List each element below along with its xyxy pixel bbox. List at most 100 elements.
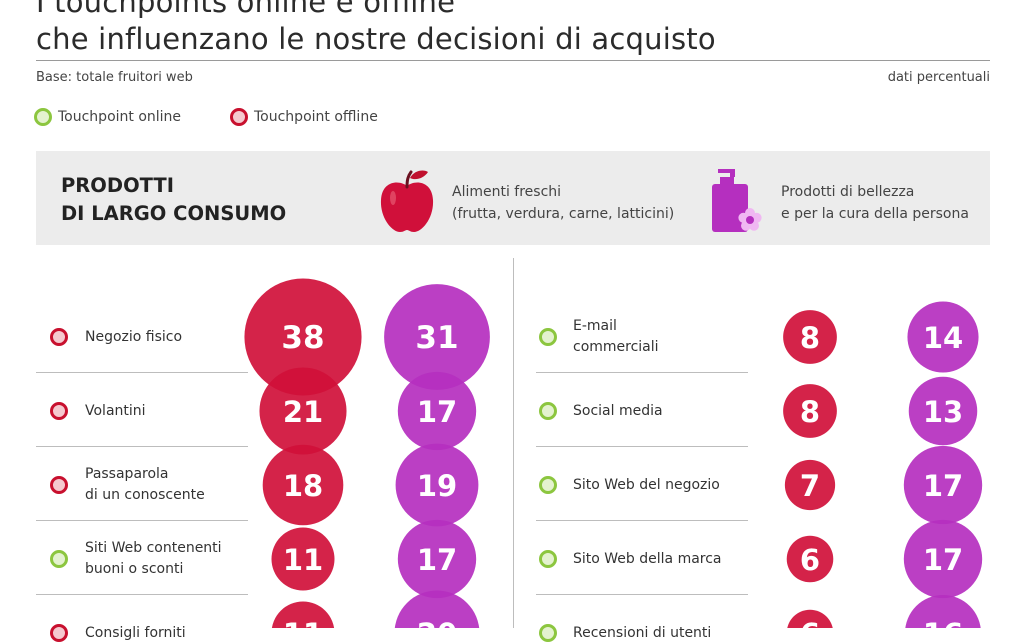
legend-offline-label: Touchpoint offline <box>254 109 378 125</box>
bubble-value-label: 17 <box>923 469 963 503</box>
bubble <box>271 601 335 628</box>
bubble-value-label: 17 <box>923 543 963 577</box>
bubble-value-label: 19 <box>417 469 457 503</box>
bubble-value-label: 20 <box>417 617 457 628</box>
bubble-value-label: 31 <box>415 320 458 356</box>
apple-icon <box>380 170 434 232</box>
bubble <box>786 535 834 583</box>
bubble <box>903 519 983 599</box>
touchpoint-label-line: commerciali <box>573 339 659 355</box>
touchpoint-label-line: Siti Web contenenti <box>85 540 222 556</box>
bubble-value-label: 7 <box>800 469 820 503</box>
bubble-value-label: 21 <box>283 395 323 429</box>
category-beauty-label: Prodotti di bellezza e per la cura della… <box>781 181 969 225</box>
online-ring-icon <box>50 550 68 568</box>
legend-offline: Touchpoint offline <box>230 108 378 126</box>
bubble <box>905 595 981 628</box>
touchpoint-label-line: Sito Web del negozio <box>573 476 720 493</box>
bubble-value-label: 18 <box>283 469 323 503</box>
bubble-value-label: 8 <box>800 321 820 355</box>
touchpoint-label-line: Social media <box>573 402 663 419</box>
touchpoint-label-line: Passaparola <box>85 466 169 482</box>
bubble <box>384 284 490 390</box>
online-ring-icon <box>539 550 557 568</box>
section-title-line-1: PRODOTTI <box>61 174 174 197</box>
legend-online-label: Touchpoint online <box>58 109 182 125</box>
bubble-value-label: 17 <box>417 543 457 577</box>
bubble-value-label: 38 <box>281 320 324 356</box>
category-fresh-food-label: Alimenti freschi (frutta, verdura, carne… <box>452 181 674 225</box>
page-title-line-1: I touchpoints online e offline <box>36 0 456 19</box>
row-separator <box>536 594 748 595</box>
offline-ring-icon <box>50 476 68 494</box>
category-beauty-line-1: Prodotti di bellezza <box>781 184 915 200</box>
bubble <box>903 445 983 525</box>
title-rule <box>36 60 990 61</box>
touchpoint-label: Volantini <box>85 401 146 422</box>
bubble <box>394 590 480 628</box>
touchpoint-label-line: buoni o sconti <box>85 561 184 577</box>
bubble-value-label: 16 <box>923 617 963 628</box>
row-separator <box>536 446 748 447</box>
row-separator <box>536 372 748 373</box>
row-separator <box>36 520 248 521</box>
section-header-band <box>36 151 990 245</box>
bubble <box>259 367 347 455</box>
bubble <box>787 609 833 628</box>
bubble <box>397 519 477 599</box>
online-ring-icon <box>539 328 557 346</box>
touchpoint-label-line: E-mail <box>573 318 617 334</box>
touchpoint-label-line: Sito Web della marca <box>573 550 722 567</box>
touchpoint-label: E-mail commerciali <box>573 316 659 358</box>
bubble <box>262 444 344 526</box>
bubble <box>783 384 837 438</box>
bubble <box>783 310 837 364</box>
row-separator <box>36 372 248 373</box>
bubble-value-label: 11 <box>283 543 323 577</box>
bubble-value-label: 13 <box>923 395 963 429</box>
offline-ring-icon <box>230 108 248 126</box>
touchpoint-label: Sito Web del negozio <box>573 475 720 496</box>
bubble <box>397 371 477 451</box>
column-divider <box>513 258 514 628</box>
bubble <box>271 527 335 591</box>
touchpoint-label: Social media <box>573 401 663 422</box>
row-separator <box>536 520 748 521</box>
category-fresh-food-line-2: (frutta, verdura, carne, latticini) <box>452 206 675 222</box>
section-title: PRODOTTI DI LARGO CONSUMO <box>61 172 286 228</box>
soap-dispenser-icon <box>712 169 762 232</box>
category-fresh-food-line-1: Alimenti freschi <box>452 184 562 200</box>
bubble <box>784 459 836 511</box>
legend-online: Touchpoint online <box>34 108 181 126</box>
touchpoint-label: Negozio fisico <box>85 327 182 348</box>
unit-note: dati percentuali <box>887 70 990 85</box>
touchpoint-label-line: Volantini <box>85 402 146 419</box>
touchpoint-label: Siti Web contenenti buoni o sconti <box>85 538 222 580</box>
online-ring-icon <box>539 402 557 420</box>
section-title-line-2: DI LARGO CONSUMO <box>61 202 287 225</box>
bubble-value-label: 6 <box>800 617 820 628</box>
touchpoint-label: Passaparola di un conoscente <box>85 464 205 506</box>
bubble-value-label: 11 <box>283 617 323 628</box>
page-title-line-2: che influenzano le nostre decisioni di a… <box>36 22 716 56</box>
bubble <box>395 443 479 527</box>
online-ring-icon <box>539 476 557 494</box>
bubble <box>244 278 362 396</box>
bubble-value-label: 14 <box>923 321 963 355</box>
bubble-value-label: 8 <box>800 395 820 429</box>
touchpoint-label-line: di un conoscente <box>85 487 205 503</box>
category-beauty-line-2: e per la cura della persona <box>781 206 969 222</box>
bubble-value-label: 6 <box>800 543 820 577</box>
row-separator <box>36 446 248 447</box>
touchpoint-label-line: Negozio fisico <box>85 328 183 345</box>
row-separator <box>36 594 248 595</box>
bubble <box>907 301 979 373</box>
online-ring-icon <box>34 108 52 126</box>
bubble-value-label: 17 <box>417 395 457 429</box>
offline-ring-icon <box>50 328 68 346</box>
bubble <box>908 376 978 446</box>
offline-ring-icon <box>50 402 68 420</box>
touchpoint-label: Sito Web della marca <box>573 549 722 570</box>
base-note: Base: totale fruitori web <box>36 70 193 85</box>
bubble-chart: 38 21 18 11 11 8 8 7 6 6 31 17 19 17 20 14 13 17 17 16 <box>244 278 983 628</box>
